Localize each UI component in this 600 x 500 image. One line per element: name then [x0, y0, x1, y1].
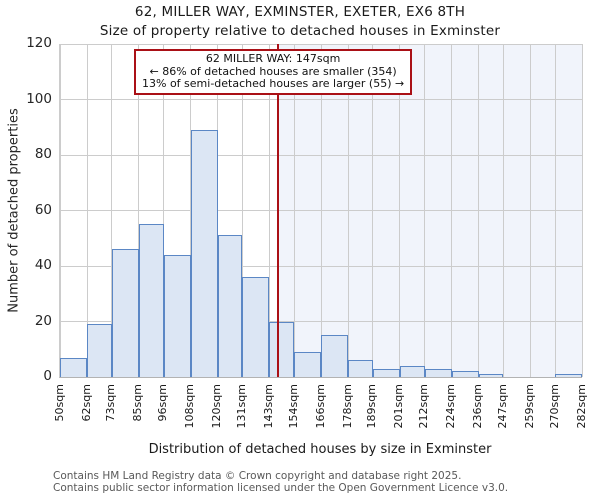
callout-property-line: 62 MILLER WAY: 147sqm [205, 52, 341, 65]
x-tick-label: 201sqm [392, 384, 406, 429]
x-gridline [424, 44, 425, 377]
bar [138, 224, 164, 377]
x-gridline [163, 44, 164, 377]
bar [451, 371, 479, 377]
page-title: 62, MILLER WAY, EXMINSTER, EXETER, EX6 8… [134, 4, 466, 20]
bar [348, 360, 373, 377]
x-gridline [241, 44, 243, 377]
x-gridline [86, 44, 88, 377]
bar [190, 130, 218, 377]
callout-smaller-line: ← 86% of detached houses are smaller (35… [149, 64, 397, 78]
x-gridline [554, 44, 556, 377]
x-gridline [293, 44, 295, 377]
x-tick-label: 236sqm [471, 384, 484, 429]
x-tick-label: 224sqm [444, 384, 457, 429]
bar [321, 335, 348, 377]
bar [111, 249, 139, 377]
x-tick-label: 131sqm [234, 384, 248, 429]
x-tick-label: 270sqm [547, 384, 561, 429]
footer: Contains HM Land Registry data © Crown c… [53, 470, 508, 494]
x-tick-label: 189sqm [365, 384, 379, 429]
plot-area: 62 MILLER WAY: 147sqm ← 86% of detached … [59, 43, 583, 378]
x-tick-label: 212sqm [417, 384, 430, 429]
x-gridline [320, 44, 322, 377]
x-tick-label: 108sqm [183, 384, 196, 429]
bar [294, 352, 321, 377]
bar [424, 368, 452, 377]
y-tick-label: 60 [34, 201, 52, 218]
x-gridline [502, 44, 504, 377]
x-gridline [59, 44, 61, 377]
bar [217, 235, 243, 377]
bar [242, 277, 270, 377]
x-gridline [217, 44, 218, 377]
callout-larger-line: 13% of semi-detached houses are larger (… [142, 77, 405, 91]
bar [60, 357, 87, 377]
y-tick-label: 120 [26, 35, 52, 51]
y-tick-label: 20 [34, 312, 52, 329]
x-tick-label: 166sqm [313, 384, 327, 429]
x-tick-label: 259sqm [522, 384, 536, 429]
x-tick-label: 50sqm [52, 384, 66, 422]
x-gridline [372, 44, 374, 377]
bar [163, 254, 191, 377]
x-tick-label: 73sqm [104, 384, 118, 422]
chart-subtitle: Size of property relative to detached ho… [99, 23, 501, 39]
bar [372, 368, 400, 377]
x-tick-label: 282sqm [574, 384, 588, 429]
footer-line1: Contains HM Land Registry data © Crown c… [53, 470, 462, 482]
y-tick-label: 0 [43, 368, 52, 384]
bar [399, 365, 425, 377]
x-tick-label: 85sqm [131, 384, 145, 422]
x-gridline [451, 44, 452, 377]
x-tick-label: 143sqm [261, 384, 275, 429]
x-tick-label: 178sqm [340, 384, 354, 429]
bar [555, 374, 582, 377]
x-gridline [581, 44, 583, 377]
marker-callout: 62 MILLER WAY: 147sqm ← 86% of detached … [134, 49, 413, 95]
x-tick-label: 154sqm [286, 384, 300, 429]
y-tick-label: 40 [34, 257, 52, 273]
bar [269, 321, 294, 377]
x-tick-label: 120sqm [210, 384, 223, 429]
footer-line2: Contains public sector information licen… [53, 482, 509, 495]
bar [87, 324, 112, 377]
x-tick-label: 96sqm [156, 384, 169, 422]
y-tick-label: 100 [26, 90, 52, 107]
x-gridline [399, 44, 401, 377]
x-gridline [268, 44, 270, 377]
marker-line [277, 44, 280, 377]
x-gridline [138, 44, 140, 377]
x-gridline [111, 44, 113, 377]
x-axis-title: Distribution of detached houses by size … [148, 442, 492, 457]
x-tick-label: 247sqm [495, 384, 509, 429]
x-gridline [347, 44, 349, 377]
x-tick-label: 62sqm [79, 384, 93, 422]
x-gridline [478, 44, 479, 377]
y-tick-label: 80 [34, 146, 52, 162]
bar [478, 374, 504, 377]
x-gridline [529, 44, 531, 377]
